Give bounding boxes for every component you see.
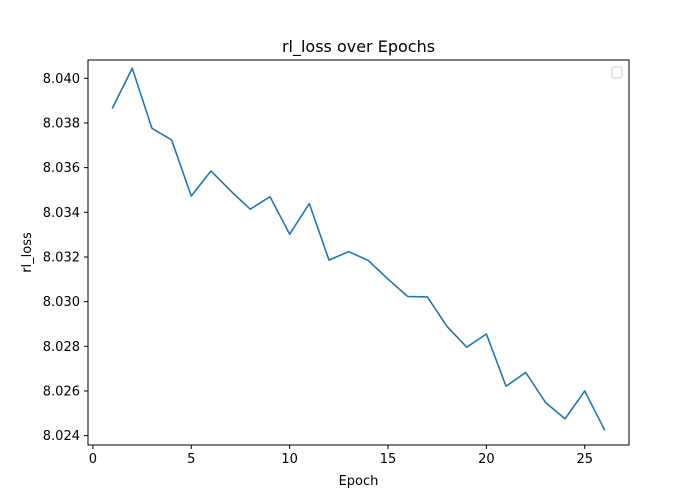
plot-area-frame xyxy=(87,59,630,446)
y-tick-label: 8.030 xyxy=(43,295,80,310)
y-axis-ticks: 8.024 8.026 8.028 8.030 8.032 8.034 8.036 8.038… xyxy=(43,72,88,444)
x-tick-label: 10 xyxy=(281,452,298,467)
legend-box xyxy=(611,66,623,79)
series-layer xyxy=(111,67,606,431)
y-tick-label: 8.034 xyxy=(43,206,80,221)
x-tick-label: 25 xyxy=(576,452,593,467)
y-tick-label: 8.038 xyxy=(43,116,80,131)
y-axis-label: rl_loss xyxy=(20,232,35,273)
y-tick-label: 8.040 xyxy=(43,72,80,87)
x-tick-label: 15 xyxy=(380,452,397,467)
y-tick-label: 8.036 xyxy=(43,161,80,176)
x-axis-ticks: 0 5 10 15 20 25 xyxy=(89,445,593,467)
y-tick-label: 8.032 xyxy=(43,250,80,265)
x-tick-label: 0 xyxy=(89,452,97,467)
series-line-0 xyxy=(111,67,606,431)
x-axis-label: Epoch xyxy=(339,474,379,489)
x-tick-label: 20 xyxy=(478,452,495,467)
chart-title: rl_loss over Epochs xyxy=(282,37,435,57)
y-tick-label: 8.024 xyxy=(43,429,80,444)
y-tick-label: 8.026 xyxy=(43,384,80,399)
y-tick-label: 8.028 xyxy=(43,340,80,355)
x-tick-label: 5 xyxy=(187,452,195,467)
